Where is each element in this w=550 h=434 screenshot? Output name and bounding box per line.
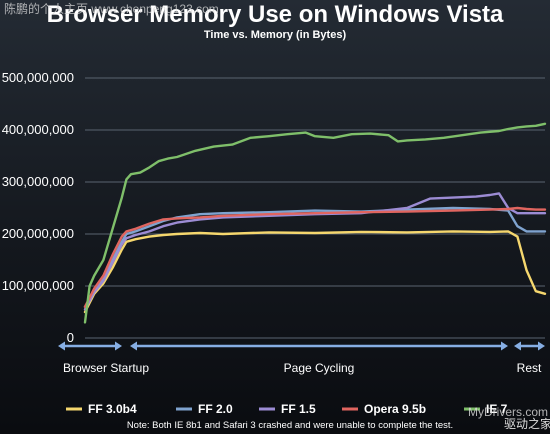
watermark-brand: 驱动之家 bbox=[504, 416, 550, 431]
phase-arrowhead bbox=[501, 341, 508, 351]
y-tick-label: 100,000,000 bbox=[2, 278, 74, 293]
phase-arrowhead bbox=[115, 341, 122, 351]
legend-label: Opera 9.5b bbox=[364, 402, 426, 416]
phase-arrowhead bbox=[58, 341, 65, 351]
legend-label: FF 1.5 bbox=[281, 402, 316, 416]
phase-label: Rest bbox=[517, 361, 542, 375]
phase-arrowhead bbox=[514, 341, 521, 351]
y-axis-ticks: 0 100,000,000 200,000,000 300,000,000 400,00… bbox=[2, 70, 74, 345]
phase-arrowhead bbox=[130, 341, 137, 351]
watermark-top-left: 陈鹏的个人主页 www.chenpeng123.com bbox=[4, 1, 219, 16]
phase-axis: Browser Startup Page Cycling Rest bbox=[58, 341, 545, 375]
legend-label: FF 3.0b4 bbox=[88, 402, 137, 416]
series-line-ff-3-0b4 bbox=[83, 230, 547, 314]
legend: FF 3.0b4 FF 2.0 FF 1.5 Opera 9.5b IE 7 bbox=[66, 402, 508, 416]
series-line-opera-9-5b bbox=[83, 206, 547, 308]
phase-label: Page Cycling bbox=[284, 361, 355, 375]
chart-title: Browser Memory Use on Windows Vista bbox=[47, 1, 504, 28]
phase-label: Browser Startup bbox=[63, 361, 149, 375]
phase-arrowhead bbox=[538, 341, 545, 351]
chart-subtitle: Time vs. Memory (in Bytes) bbox=[204, 29, 347, 41]
chart-note: Note: Both IE 8b1 and Safari 3 crashed a… bbox=[127, 420, 453, 431]
series-line-ff-1-5 bbox=[83, 192, 547, 311]
y-tick-label: 0 bbox=[67, 330, 74, 345]
legend-label: FF 2.0 bbox=[198, 402, 233, 416]
y-tick-label: 500,000,000 bbox=[2, 70, 74, 85]
series-line-ie-7 bbox=[83, 122, 547, 324]
y-tick-label: 400,000,000 bbox=[2, 122, 74, 137]
watermark-url: MyDrivers.com bbox=[468, 405, 548, 419]
legend-label: IE 7 bbox=[486, 402, 508, 416]
series-lines bbox=[83, 122, 547, 324]
y-tick-label: 200,000,000 bbox=[2, 226, 74, 241]
y-tick-label: 300,000,000 bbox=[2, 174, 74, 189]
